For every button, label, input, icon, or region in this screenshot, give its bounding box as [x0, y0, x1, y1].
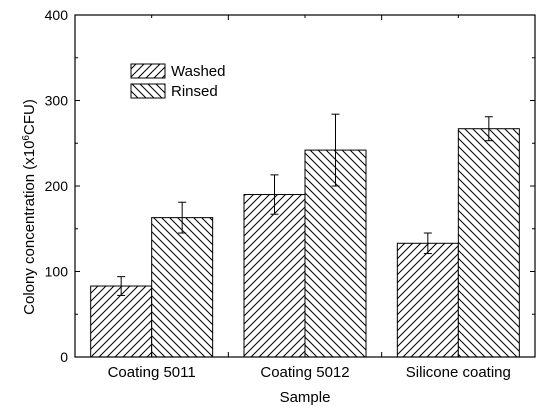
- legend-label-rinsed: Rinsed: [171, 83, 218, 100]
- legend-swatch-washed: [130, 63, 166, 79]
- error-bar-rinsed-1: [178, 201, 187, 234]
- legend-label-washed: Washed: [171, 63, 225, 80]
- error-bar-washed-3: [423, 232, 432, 255]
- bars-layer: [90, 128, 520, 358]
- y-tick-label: 300: [45, 93, 69, 109]
- error-bars-layer: [117, 113, 493, 296]
- legend-swatch-rinsed: [130, 83, 166, 99]
- x-tick-label: Coating 5011: [108, 364, 196, 381]
- y-tick-label: 200: [45, 178, 69, 194]
- error-bar-washed-1: [117, 276, 126, 296]
- bar-rinsed-3: [457, 128, 520, 358]
- x-tick-label: Silicone coating: [406, 364, 511, 381]
- x-tick-label: Coating 5012: [260, 364, 349, 381]
- bar-rinsed-1: [151, 217, 214, 358]
- error-bar-washed-2: [270, 174, 279, 215]
- y-tick-label: 0: [60, 349, 68, 365]
- bar-washed-2: [243, 194, 306, 358]
- error-bar-rinsed-3: [484, 116, 493, 142]
- y-tick-label: 400: [45, 7, 69, 23]
- legend: Washed Rinsed: [130, 63, 225, 100]
- y-axis-title: Colony concentration (x106CFU): [21, 99, 39, 315]
- x-axis-title: Sample: [280, 389, 331, 406]
- bar-washed-1: [90, 285, 153, 358]
- bar-washed-3: [396, 242, 459, 358]
- error-bar-rinsed-2: [331, 113, 340, 187]
- axes-layer: Coating 5011 Coating 5012 Silicone coating…: [45, 7, 536, 381]
- y-tick-label: 100: [45, 264, 69, 280]
